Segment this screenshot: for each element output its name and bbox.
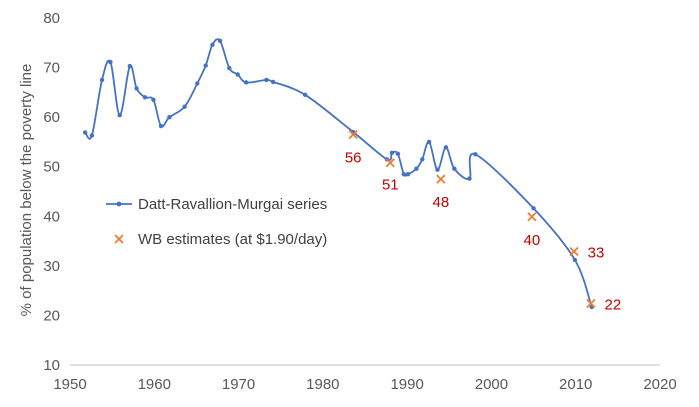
wb-estimate-label: 33: [588, 244, 605, 261]
series-point: [210, 42, 215, 47]
series-point: [414, 166, 419, 171]
legend-point-swatch: [116, 201, 122, 207]
series-point: [243, 80, 249, 85]
wb-estimate-marker: [385, 158, 395, 168]
x-tick-label: 2020: [643, 376, 676, 393]
data-labels: 56 51 48 40 33 22: [345, 149, 621, 313]
wb-estimate-marker: [436, 174, 446, 184]
x-tick-label: 2000: [475, 376, 508, 393]
series-point: [99, 77, 105, 83]
x-tick-label: 1980: [306, 376, 339, 393]
series-point: [572, 257, 578, 263]
series-point: [389, 150, 395, 156]
series-point: [182, 104, 187, 109]
wb-estimate-label: 51: [382, 177, 399, 194]
wb-estimate-label: 56: [345, 149, 362, 166]
series-point: [117, 112, 122, 118]
series-point: [203, 63, 208, 68]
series-point: [195, 81, 200, 86]
series-point: [235, 72, 240, 77]
series-point: [158, 123, 164, 129]
series-point: [108, 59, 113, 65]
y-tick-label: 20: [43, 307, 60, 324]
series-point: [401, 171, 406, 177]
series-point: [127, 63, 133, 69]
series-point: [264, 77, 269, 83]
legend-label: Datt-Ravallion-Murgai series: [138, 196, 327, 213]
series-point: [435, 167, 440, 172]
y-tick-label: 30: [43, 258, 60, 275]
series-point: [270, 79, 276, 85]
wb-estimate-marker: [569, 246, 579, 257]
series-point: [82, 130, 88, 135]
series-point: [473, 152, 478, 157]
series-point: [531, 206, 536, 211]
series-point: [217, 38, 223, 44]
y-tick-label: 50: [43, 159, 60, 176]
series-point: [467, 176, 472, 181]
series-point: [420, 157, 425, 162]
series-point: [302, 92, 308, 98]
series-point: [395, 151, 401, 157]
series-point: [227, 65, 232, 71]
series-point: [134, 86, 139, 91]
tick-labels: 1950 1960 1970 1980 1990 2000 2010 2020 10 20 30 40…: [43, 10, 676, 393]
wb-estimate-label: 22: [605, 297, 622, 314]
series-point: [405, 171, 411, 177]
x-tick-label: 1950: [53, 376, 86, 393]
x-tick-label: 1960: [138, 376, 171, 393]
series-point: [142, 95, 148, 100]
series-point: [151, 97, 156, 102]
y-tick-label: 80: [43, 10, 60, 27]
legend: Datt-Ravallion-Murgai series WB estimates…: [106, 196, 327, 248]
series-point: [443, 145, 449, 150]
y-tick-label: 10: [43, 357, 60, 374]
legend-label: WB estimates (at $1.90/day): [138, 231, 327, 248]
x-tick-label: 2010: [559, 376, 592, 393]
series-point: [167, 114, 172, 120]
x-tick-label: 1970: [222, 376, 255, 393]
legend-marker-swatch: [114, 234, 124, 244]
series-point: [452, 166, 457, 171]
y-axis-title: % of population below the poverty line: [18, 64, 35, 317]
wb-estimate-marker: [527, 212, 537, 222]
plot-area: [82, 38, 596, 310]
y-tick-label: 60: [43, 109, 60, 126]
wb-estimate-label: 40: [524, 232, 541, 249]
y-tick-label: 70: [43, 60, 60, 77]
wb-estimate-marker: [348, 129, 358, 140]
wb-estimate-marker: [586, 298, 596, 309]
series-line: [84, 38, 593, 308]
series-point: [89, 133, 95, 138]
y-tick-label: 40: [43, 208, 60, 225]
x-tick-label: 1990: [390, 376, 423, 393]
wb-estimate-label: 48: [433, 194, 450, 211]
series-point: [426, 139, 432, 145]
